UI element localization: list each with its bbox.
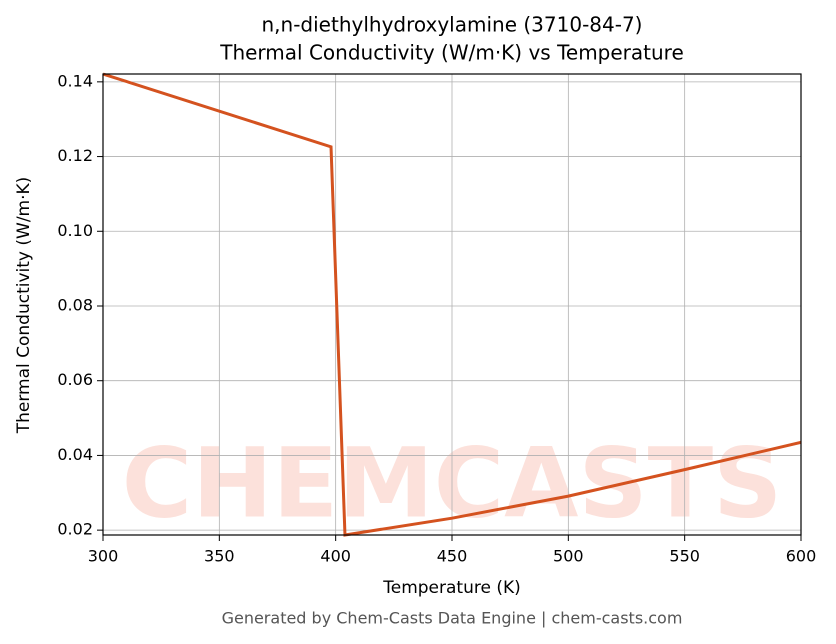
y-axis-label: Thermal Conductivity (W/m·K) — [14, 177, 34, 435]
y-tick-label: 0.02 — [57, 520, 93, 539]
x-axis-label: Temperature (K) — [382, 578, 521, 598]
chart-title: n,n-diethylhydroxylamine (3710-84-7) — [262, 13, 643, 37]
data-line — [103, 72, 801, 537]
chart-subtitle: Thermal Conductivity (W/m·K) vs Temperat… — [219, 41, 684, 65]
x-tick-label: 400 — [320, 547, 351, 566]
x-tick-label: 300 — [88, 547, 119, 566]
x-tick-label: 450 — [437, 547, 468, 566]
y-tick-label: 0.08 — [57, 295, 93, 314]
plot-frame — [102, 73, 802, 536]
x-tick-label: 550 — [669, 547, 700, 566]
y-tick-label: 0.06 — [57, 370, 93, 389]
x-tick-label: 350 — [204, 547, 235, 566]
y-tick-label: 0.14 — [57, 71, 93, 90]
y-tick-label: 0.12 — [57, 146, 93, 165]
y-tick-label: 0.10 — [57, 221, 93, 240]
x-tick-label: 500 — [553, 547, 584, 566]
y-tick-label: 0.04 — [57, 445, 93, 464]
x-tick-label: 600 — [786, 547, 817, 566]
footer: Generated by Chem-Casts Data Engine | ch… — [222, 609, 683, 628]
